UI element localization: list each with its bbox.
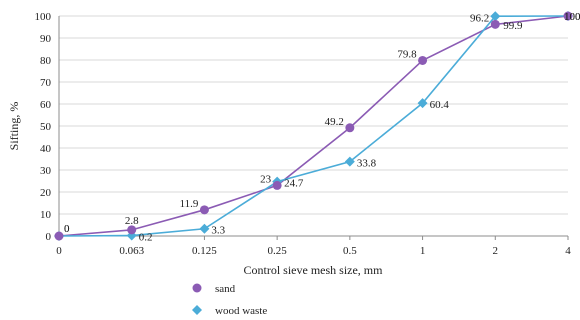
marker-sand (563, 11, 573, 21)
y-tick-label: 50 (40, 121, 52, 133)
data-label-wood-waste: 0 (64, 223, 70, 235)
y-tick-label: 20 (40, 187, 52, 199)
x-tick-label: 2 (493, 245, 499, 257)
marker-wood-waste (344, 156, 355, 167)
legend-item-wood-waste: wood waste (192, 305, 267, 317)
data-label-wood-waste: 100 (564, 11, 580, 23)
x-tick-label: 0.125 (192, 245, 217, 257)
data-label-sand: 100 (564, 11, 580, 23)
data-label-wood-waste: 33.8 (357, 158, 377, 170)
y-tick-label: 60 (40, 99, 52, 111)
marker-sand (490, 19, 500, 29)
x-tick-label: 0.063 (119, 245, 144, 257)
y-tick-labels: 0 10 20 30 40 50 60 70 80 90 100 (35, 11, 52, 243)
y-tick-label: 10 (40, 209, 52, 221)
data-label-wood-waste: 0.2 (139, 232, 153, 244)
y-tick-label: 90 (40, 33, 52, 45)
x-tick-label: 0.25 (268, 245, 288, 257)
y-tick-label: 70 (40, 77, 52, 89)
x-tick-label: 1 (420, 245, 426, 257)
data-label-wood-waste: 3.3 (211, 225, 225, 237)
x-tick-label: 4 (565, 245, 571, 257)
legend-marker-sand (192, 283, 202, 293)
marker-sand (272, 180, 282, 190)
y-axis-title: Sifting, % (7, 102, 21, 151)
grid-lines (59, 15, 568, 215)
legend-marker-wood-waste (192, 305, 202, 315)
y-tick-label: 80 (40, 55, 52, 67)
marker-sand (418, 55, 428, 65)
data-label-wood-waste: 99.9 (503, 20, 523, 32)
x-tick-labels: 0 0.063 0.125 0.25 0.5 1 2 4 (56, 245, 571, 257)
legend-label-wood-waste: wood waste (215, 305, 267, 317)
x-tick-label: 0 (56, 245, 62, 257)
y-tick-label: 0 (46, 231, 52, 243)
data-label-wood-waste: 24.7 (284, 178, 304, 190)
marker-sand (54, 231, 64, 241)
series-line-wood-waste (58, 15, 569, 237)
data-label-sand: 79.8 (397, 48, 417, 60)
x-tick-label: 0.5 (343, 245, 357, 257)
legend: sand wood waste (192, 283, 267, 317)
marker-sand (345, 123, 355, 133)
marker-wood-waste (417, 98, 428, 109)
data-label-sand: 49.2 (325, 116, 344, 128)
marker-sand (127, 225, 137, 235)
data-label-sand: 2.8 (125, 215, 139, 227)
legend-label-sand: sand (215, 283, 236, 295)
y-tick-label: 40 (40, 143, 52, 155)
data-label-sand: 0 (64, 223, 70, 235)
x-axis-title: Control sieve mesh size, mm (244, 263, 384, 277)
legend-item-sand: sand (192, 283, 236, 295)
series-markers (54, 11, 573, 241)
data-label-sand: 11.9 (180, 198, 199, 210)
y-tick-label: 30 (40, 165, 52, 177)
data-label-sand: 23 (260, 173, 272, 185)
marker-sand (199, 205, 209, 215)
data-label-sand: 96.2 (470, 12, 489, 24)
series-lines (58, 15, 569, 237)
marker-wood-waste (199, 223, 210, 234)
data-label-wood-waste: 60.4 (430, 99, 450, 111)
marker-wood-waste (490, 11, 501, 22)
y-tick-label: 100 (35, 11, 52, 23)
axes (58, 16, 569, 240)
